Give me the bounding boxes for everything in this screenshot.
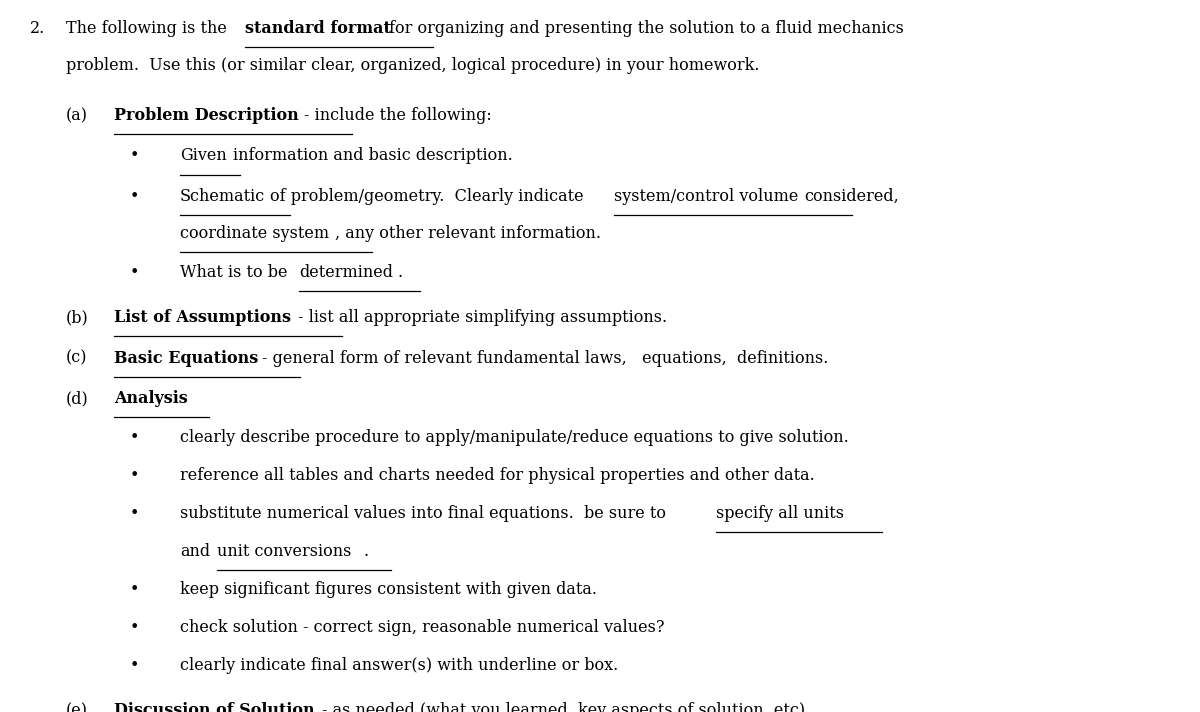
Text: for organizing and presenting the solution to a fluid mechanics: for organizing and presenting the soluti… [389, 20, 904, 37]
Text: (d): (d) [66, 390, 89, 407]
Text: •: • [130, 580, 139, 597]
Text: standard format: standard format [245, 20, 391, 37]
Text: and: and [180, 543, 210, 560]
Text: •: • [130, 188, 139, 205]
Text: What is to be: What is to be [180, 264, 288, 281]
Text: •: • [130, 429, 139, 446]
Text: (c): (c) [66, 350, 88, 367]
Text: unit conversions: unit conversions [217, 543, 352, 560]
Text: 2.: 2. [30, 20, 46, 37]
Text: information and basic description.: information and basic description. [233, 147, 512, 164]
Text: The following is the: The following is the [66, 20, 227, 37]
Text: Basic Equations: Basic Equations [114, 350, 258, 367]
Text: specify all units: specify all units [716, 506, 845, 523]
Text: keep significant figures consistent with given data.: keep significant figures consistent with… [180, 580, 598, 597]
Text: coordinate system: coordinate system [180, 225, 329, 242]
Text: •: • [130, 467, 139, 484]
Text: , any other relevant information.: , any other relevant information. [335, 225, 601, 242]
Text: determined: determined [299, 264, 392, 281]
Text: (b): (b) [66, 309, 89, 326]
Text: clearly indicate final answer(s) with underline or box.: clearly indicate final answer(s) with un… [180, 656, 618, 674]
Text: - list all appropriate simplifying assumptions.: - list all appropriate simplifying assum… [298, 309, 667, 326]
Text: - as needed (what you learned, key aspects of solution, etc).: - as needed (what you learned, key aspec… [322, 702, 810, 712]
Text: .: . [397, 264, 402, 281]
Text: Given: Given [180, 147, 227, 164]
Text: •: • [130, 656, 139, 674]
Text: considered,: considered, [804, 188, 899, 205]
Text: Problem Description: Problem Description [114, 107, 299, 124]
Text: •: • [130, 619, 139, 636]
Text: (a): (a) [66, 107, 88, 124]
Text: check solution - correct sign, reasonable numerical values?: check solution - correct sign, reasonabl… [180, 619, 665, 636]
Text: - include the following:: - include the following: [304, 107, 491, 124]
Text: Analysis: Analysis [114, 390, 187, 407]
Text: substitute numerical values into final equations.  be sure to: substitute numerical values into final e… [180, 506, 666, 523]
Text: Discussion of Solution: Discussion of Solution [114, 702, 314, 712]
Text: List of Assumptions: List of Assumptions [114, 309, 292, 326]
Text: system/control volume: system/control volume [614, 188, 799, 205]
Text: reference all tables and charts needed for physical properties and other data.: reference all tables and charts needed f… [180, 467, 815, 484]
Text: .: . [364, 543, 368, 560]
Text: clearly describe procedure to apply/manipulate/reduce equations to give solution: clearly describe procedure to apply/mani… [180, 429, 848, 446]
Text: •: • [130, 264, 139, 281]
Text: •: • [130, 506, 139, 523]
Text: - general form of relevant fundamental laws,   equations,  definitions.: - general form of relevant fundamental l… [262, 350, 828, 367]
Text: •: • [130, 147, 139, 164]
Text: of problem/geometry.  Clearly indicate: of problem/geometry. Clearly indicate [270, 188, 583, 205]
Text: (e): (e) [66, 702, 88, 712]
Text: Schematic: Schematic [180, 188, 265, 205]
Text: problem.  Use this (or similar clear, organized, logical procedure) in your home: problem. Use this (or similar clear, org… [66, 57, 760, 74]
